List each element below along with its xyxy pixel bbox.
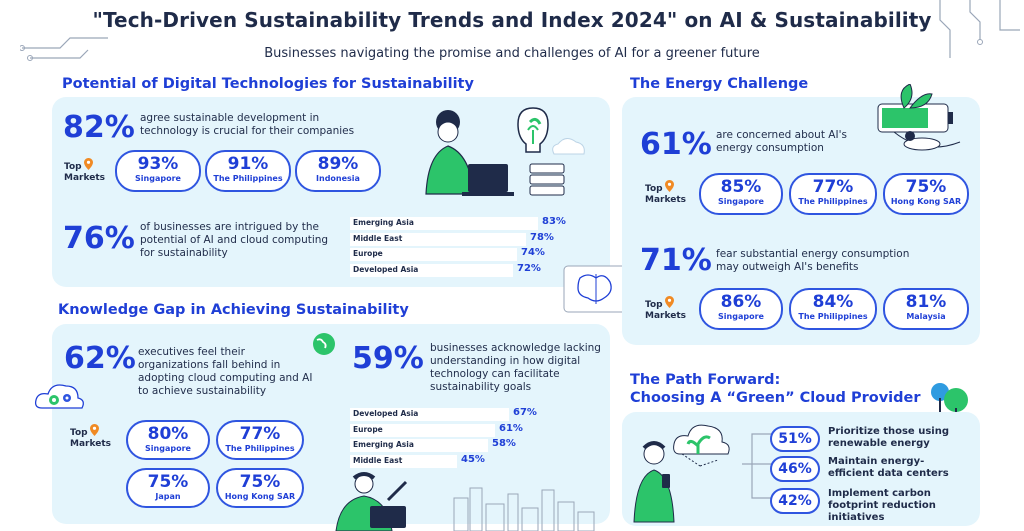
energy-section-title: The Energy Challenge (630, 76, 809, 92)
path-item-1-text: Prioritize those using renewable energy (828, 426, 949, 449)
region-bar: Developed Asia 72% (350, 263, 541, 277)
potential-section-title: Potential of Digital Technologies for Su… (62, 76, 474, 92)
region-bar: Middle East 78% (350, 232, 554, 246)
location-pin-icon (90, 424, 99, 436)
man-laptop-illustration (335, 472, 408, 531)
path-item-1-value: 51% (770, 426, 820, 452)
region-bar-label: Europe (353, 249, 383, 258)
potential-panel (52, 97, 610, 287)
gear-cloud-icon (34, 384, 84, 409)
market-pill-energy1-1: 85% Singapore (699, 173, 783, 215)
path-item-2-text: Maintain energy-efficient data centers (828, 456, 949, 479)
energy-top-markets-label-2: Top Markets (645, 300, 686, 321)
region-bar-value: 58% (492, 438, 516, 449)
region-bar: Europe 61% (350, 423, 523, 437)
page-title: "Tech-Driven Sustainability Trends and I… (92, 8, 932, 32)
circuit-decoration-left (20, 37, 108, 61)
woman-laptop-illustration (425, 107, 585, 196)
path-connector-lines (742, 433, 772, 499)
path-item-3-value: 42% (770, 488, 820, 514)
knowledge-stat2-text: businesses acknowledge lacking understan… (430, 342, 601, 393)
city-buildings-illustration (453, 487, 595, 531)
region-bar-value: 78% (530, 231, 554, 243)
market-pill-knowledge-4: 75% Hong Kong SAR (216, 468, 304, 508)
potential-stat2-value: 76% (63, 221, 135, 256)
energy-stat2-value: 71% (640, 243, 712, 278)
region-bar-label: Developed Asia (353, 264, 419, 274)
energy-stat1-value: 61% (640, 127, 712, 162)
market-pill-knowledge-2: 77% The Philippines (216, 420, 304, 460)
path-item-2-value: 46% (770, 456, 820, 482)
region-bar: Middle East 45% (350, 454, 485, 468)
region-bar-label: Middle East (353, 455, 403, 465)
location-pin-icon (84, 158, 93, 170)
energy-top-markets-label-1: Top Markets (645, 184, 686, 205)
globe-icon (313, 333, 335, 355)
region-bar: Emerging Asia 58% (350, 438, 516, 452)
market-pill-potential-2: 91% The Philippines (205, 150, 291, 192)
region-bar-value: 61% (499, 422, 523, 434)
market-pill-energy2-3: 81% Malaysia (883, 288, 969, 330)
region-bar: Emerging Asia 83% (350, 216, 566, 230)
market-pill-energy2-1: 86% Singapore (699, 288, 783, 330)
region-bar-label: Middle East (353, 233, 403, 243)
region-bar-label: Developed Asia (353, 409, 419, 418)
market-pill-energy2-2: 84% The Philippines (789, 288, 877, 330)
path-item-2: 46% Maintain energy-efficient data cente… (740, 456, 970, 484)
potential-stat1-text: agree sustainable development in technol… (140, 112, 355, 137)
knowledge-top-markets-label: Top Markets (70, 428, 111, 449)
knowledge-stat2-value: 59% (352, 341, 424, 376)
path-item-3-text: Implement carbon footprint reduction ini… (828, 488, 936, 523)
market-pill-potential-3: 89% Indonesia (295, 150, 381, 192)
region-bar-value: 67% (513, 407, 537, 418)
region-bar: Europe 74% (350, 247, 545, 261)
market-pill-knowledge-3: 75% Japan (126, 468, 210, 508)
battery-plant-illustration (877, 84, 961, 151)
region-bar-label: Emerging Asia (353, 440, 414, 449)
potential-stat1-value: 82% (63, 110, 135, 145)
market-pill-energy1-2: 77% The Philippines (789, 173, 877, 215)
energy-stat2-text: fear substantial energy consumption may … (716, 248, 910, 273)
tree-icon (931, 383, 968, 422)
location-pin-icon (665, 296, 674, 308)
region-bar-label: Emerging Asia (353, 218, 414, 227)
circuit-decoration-right (939, 0, 1020, 58)
path-item-1: 51% Prioritize those using renewable ene… (740, 426, 970, 454)
market-pill-potential-1: 93% Singapore (115, 150, 201, 192)
page-subtitle: Businesses navigating the promise and ch… (264, 46, 760, 61)
region-bar-label: Europe (353, 424, 383, 434)
market-pill-energy1-3: 75% Hong Kong SAR (883, 173, 969, 215)
location-pin-icon (665, 180, 674, 192)
path-section-title: The Path Forward: Choosing A “Green” Clo… (630, 372, 921, 406)
region-bar-value: 45% (461, 453, 485, 465)
man-phone-cloud-illustration (633, 424, 730, 523)
market-pill-knowledge-1: 80% Singapore (126, 420, 210, 460)
path-item-3: 42% Implement carbon footprint reduction… (740, 488, 970, 523)
potential-stat2-text: of businesses are intrigued by the poten… (140, 221, 329, 259)
region-bar-value: 83% (542, 216, 566, 227)
region-bar-value: 72% (517, 262, 541, 274)
knowledge-stat1-text: executives feel their organizations fall… (138, 346, 313, 397)
energy-stat1-text: are concerned about AI's energy consumpt… (716, 129, 847, 154)
knowledge-stat1-value: 62% (64, 341, 136, 376)
knowledge-section-title: Knowledge Gap in Achieving Sustainabilit… (58, 302, 409, 318)
region-bar: Developed Asia 67% (350, 407, 537, 421)
region-bar-value: 74% (521, 247, 545, 258)
potential-top-markets-label: Top Markets (64, 162, 105, 183)
